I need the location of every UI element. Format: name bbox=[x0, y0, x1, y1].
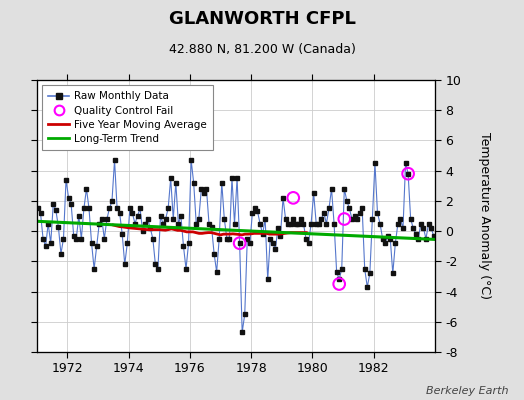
Y-axis label: Temperature Anomaly (°C): Temperature Anomaly (°C) bbox=[478, 132, 491, 300]
Text: GLANWORTH CFPL: GLANWORTH CFPL bbox=[169, 10, 355, 28]
Point bbox=[289, 195, 298, 201]
Point bbox=[235, 240, 244, 246]
Point bbox=[340, 216, 348, 222]
Text: Berkeley Earth: Berkeley Earth bbox=[426, 386, 508, 396]
Legend: Raw Monthly Data, Quality Control Fail, Five Year Moving Average, Long-Term Tren: Raw Monthly Data, Quality Control Fail, … bbox=[42, 85, 213, 150]
Point bbox=[335, 281, 343, 287]
Text: 42.880 N, 81.200 W (Canada): 42.880 N, 81.200 W (Canada) bbox=[169, 43, 355, 56]
Point bbox=[404, 170, 412, 177]
